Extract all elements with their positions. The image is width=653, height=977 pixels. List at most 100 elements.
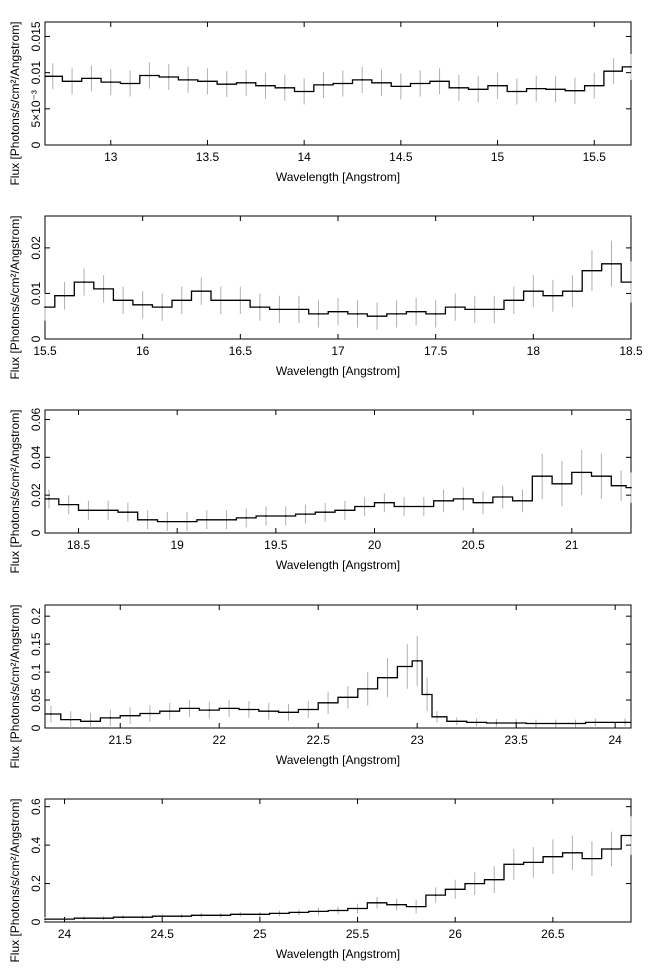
data-point bbox=[458, 87, 460, 89]
y-axis-label: Flux [Photons/s/cm²/Angstrom] bbox=[8, 604, 22, 768]
x-tick-label: 23 bbox=[411, 733, 425, 747]
data-point bbox=[225, 518, 228, 521]
data-point bbox=[239, 913, 242, 916]
x-tick-label: 15 bbox=[491, 150, 505, 164]
x-tick-label: 21.5 bbox=[109, 733, 133, 747]
data-point bbox=[186, 520, 188, 523]
data-point bbox=[482, 501, 484, 504]
x-tick-label: 25.5 bbox=[346, 927, 370, 941]
x-tick-label: 20.5 bbox=[461, 538, 485, 552]
data-point bbox=[406, 665, 409, 668]
x-tick-label: 24 bbox=[58, 927, 72, 941]
y-axis-label: Flux [Photons/s/cm²/Angstrom] bbox=[8, 21, 22, 185]
data-point bbox=[83, 281, 85, 283]
data-point bbox=[493, 878, 496, 881]
x-tick-label: 16.5 bbox=[229, 344, 253, 358]
data-point bbox=[426, 693, 428, 696]
y-axis-label: Flux [Photons/s/cm²/Angstrom] bbox=[8, 798, 22, 962]
y-tick-label: 0.02 bbox=[29, 236, 43, 260]
data-point bbox=[521, 500, 524, 502]
data-point bbox=[161, 915, 163, 918]
x-tick-label: 15.5 bbox=[33, 344, 57, 358]
y-tick-label: 0 bbox=[29, 918, 43, 925]
data-point bbox=[327, 702, 329, 704]
data-point bbox=[454, 306, 457, 308]
data-point bbox=[122, 299, 124, 302]
x-tick-label: 18.5 bbox=[67, 538, 91, 552]
data-point bbox=[630, 281, 632, 283]
x-tick-label: 24 bbox=[608, 733, 622, 747]
data-point bbox=[473, 308, 476, 311]
data-point bbox=[593, 84, 596, 87]
data-point bbox=[83, 917, 85, 919]
data-point bbox=[366, 688, 369, 690]
data-point bbox=[225, 83, 228, 86]
data-point bbox=[129, 714, 131, 717]
data-point bbox=[200, 290, 203, 292]
x-tick-label: 19.5 bbox=[264, 538, 288, 552]
data-point bbox=[228, 707, 230, 710]
data-point bbox=[264, 84, 267, 87]
plot-frame bbox=[44, 409, 632, 534]
chart-panel-2: 15.5 16 16.5 17 17.5 18 18.5 0 0.01 0.02 Wavelengt… bbox=[8, 215, 643, 379]
data-point bbox=[87, 509, 90, 512]
series-line bbox=[45, 471, 631, 523]
data-point bbox=[127, 511, 129, 513]
data-point bbox=[532, 290, 535, 292]
data-point bbox=[245, 517, 248, 519]
data-point bbox=[344, 509, 346, 512]
data-point bbox=[591, 269, 593, 272]
chart-panel-3: 18.5 19 19.5 20 20.5 21 0 0.02 0.04 0.06 Wavelengt… bbox=[8, 407, 632, 574]
data-point bbox=[455, 720, 458, 723]
data-point bbox=[395, 903, 398, 906]
data-point bbox=[337, 310, 339, 313]
data-point bbox=[493, 308, 496, 311]
data-point bbox=[44, 306, 46, 308]
data-point bbox=[342, 82, 344, 85]
y-tick-label: 0.04 bbox=[29, 445, 43, 469]
x-tick-label: 18 bbox=[527, 344, 541, 358]
y-tick-label: 0 bbox=[29, 141, 43, 148]
data-point bbox=[102, 917, 105, 919]
x-axis-label: Wavelength [Angstrom] bbox=[276, 364, 400, 378]
data-point bbox=[612, 70, 615, 72]
x-tick-label: 26.5 bbox=[541, 927, 565, 941]
data-point bbox=[303, 90, 305, 93]
x-tick-label: 24.5 bbox=[151, 927, 175, 941]
x-tick-label: 21 bbox=[565, 538, 579, 552]
y-axis-label: Flux [Photons/s/cm²/Angstrom] bbox=[8, 215, 22, 379]
data-point bbox=[63, 294, 66, 297]
data-point bbox=[317, 910, 320, 913]
y-axis-label: Flux [Photons/s/cm²/Angstrom] bbox=[8, 409, 22, 573]
y-tick-label: 0 bbox=[29, 335, 43, 342]
data-point bbox=[287, 711, 290, 714]
data-point bbox=[109, 717, 112, 719]
data-point bbox=[259, 913, 261, 916]
data-point bbox=[205, 518, 208, 521]
data-point bbox=[337, 909, 339, 912]
data-point bbox=[561, 483, 563, 485]
data-point bbox=[552, 855, 554, 858]
data-point bbox=[168, 710, 171, 713]
data-point bbox=[245, 81, 247, 84]
x-axis-label: Wavelength [Angstrom] bbox=[276, 753, 400, 767]
data-point bbox=[361, 79, 363, 81]
data-point bbox=[610, 848, 613, 850]
data-point bbox=[541, 475, 544, 478]
data-point bbox=[376, 901, 378, 904]
data-point bbox=[141, 916, 144, 918]
data-point bbox=[102, 288, 105, 290]
data-point bbox=[501, 496, 504, 498]
data-point bbox=[298, 911, 300, 914]
data-point bbox=[149, 712, 151, 715]
data-point bbox=[89, 720, 92, 723]
x-tick-label: 23.5 bbox=[504, 733, 528, 747]
x-tick-label: 14 bbox=[297, 150, 311, 164]
data-point bbox=[208, 709, 211, 711]
data-point bbox=[473, 882, 476, 885]
data-point bbox=[376, 315, 378, 318]
data-point bbox=[307, 708, 310, 711]
data-point bbox=[129, 82, 131, 85]
